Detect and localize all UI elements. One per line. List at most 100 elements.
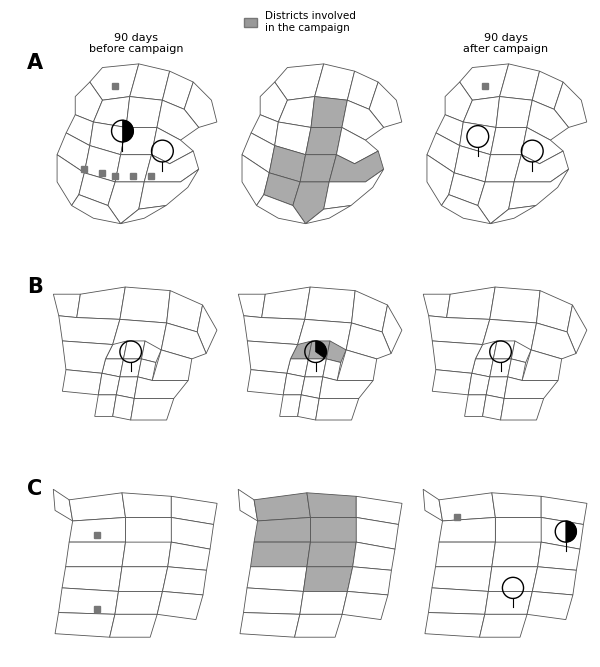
- Polygon shape: [118, 567, 168, 592]
- Polygon shape: [423, 294, 450, 317]
- Polygon shape: [275, 64, 324, 100]
- Polygon shape: [527, 592, 573, 620]
- Text: C: C: [27, 479, 42, 499]
- Polygon shape: [329, 151, 383, 182]
- Polygon shape: [244, 315, 305, 345]
- Wedge shape: [316, 341, 326, 358]
- Polygon shape: [139, 169, 199, 209]
- Polygon shape: [307, 493, 356, 518]
- Polygon shape: [106, 341, 127, 359]
- Polygon shape: [269, 145, 305, 182]
- Polygon shape: [254, 493, 310, 521]
- Polygon shape: [554, 82, 587, 127]
- Polygon shape: [113, 395, 134, 420]
- Polygon shape: [536, 291, 572, 332]
- Polygon shape: [454, 145, 491, 182]
- Polygon shape: [468, 374, 490, 395]
- Polygon shape: [79, 173, 115, 205]
- Polygon shape: [439, 493, 496, 521]
- Polygon shape: [298, 395, 319, 420]
- Polygon shape: [298, 319, 352, 350]
- Polygon shape: [532, 567, 577, 595]
- Polygon shape: [110, 614, 157, 637]
- Polygon shape: [247, 341, 298, 374]
- Polygon shape: [423, 490, 443, 521]
- Polygon shape: [287, 359, 308, 377]
- Polygon shape: [171, 518, 214, 549]
- Polygon shape: [57, 133, 90, 173]
- Polygon shape: [120, 287, 170, 323]
- Polygon shape: [460, 122, 496, 155]
- Polygon shape: [356, 518, 398, 549]
- Polygon shape: [531, 323, 576, 359]
- Polygon shape: [77, 287, 125, 319]
- Polygon shape: [59, 588, 118, 614]
- Polygon shape: [275, 122, 311, 155]
- Polygon shape: [460, 64, 509, 100]
- Polygon shape: [115, 155, 151, 182]
- Polygon shape: [482, 395, 504, 420]
- Polygon shape: [113, 319, 167, 350]
- Polygon shape: [300, 592, 347, 614]
- Polygon shape: [346, 323, 391, 359]
- Polygon shape: [490, 287, 540, 323]
- Polygon shape: [69, 518, 125, 542]
- Polygon shape: [168, 542, 210, 570]
- Polygon shape: [323, 359, 341, 380]
- Polygon shape: [108, 182, 144, 223]
- Polygon shape: [567, 305, 587, 354]
- Polygon shape: [130, 64, 170, 100]
- Polygon shape: [295, 614, 342, 637]
- Polygon shape: [493, 341, 515, 359]
- Polygon shape: [247, 567, 307, 592]
- Polygon shape: [124, 341, 145, 359]
- Polygon shape: [293, 182, 329, 223]
- Polygon shape: [300, 155, 337, 182]
- Polygon shape: [490, 359, 511, 377]
- Polygon shape: [305, 127, 342, 155]
- Polygon shape: [485, 592, 532, 614]
- Polygon shape: [508, 359, 526, 380]
- Polygon shape: [486, 377, 508, 398]
- Polygon shape: [446, 287, 495, 319]
- Polygon shape: [488, 567, 538, 592]
- Polygon shape: [66, 115, 94, 145]
- Polygon shape: [283, 374, 305, 395]
- Polygon shape: [120, 359, 142, 377]
- Polygon shape: [161, 323, 206, 359]
- Polygon shape: [532, 71, 563, 109]
- Polygon shape: [280, 395, 301, 416]
- Polygon shape: [464, 395, 486, 416]
- Polygon shape: [122, 493, 171, 518]
- Polygon shape: [353, 542, 395, 570]
- Polygon shape: [428, 588, 488, 614]
- Wedge shape: [122, 120, 133, 142]
- Polygon shape: [94, 97, 130, 127]
- Polygon shape: [197, 305, 217, 354]
- Polygon shape: [492, 493, 541, 518]
- Polygon shape: [184, 82, 217, 127]
- Polygon shape: [308, 341, 330, 359]
- Polygon shape: [439, 518, 496, 542]
- Polygon shape: [62, 567, 122, 592]
- Polygon shape: [463, 97, 500, 127]
- Polygon shape: [491, 205, 536, 223]
- Polygon shape: [59, 315, 120, 345]
- Polygon shape: [251, 542, 310, 567]
- Polygon shape: [262, 287, 310, 319]
- Polygon shape: [472, 359, 493, 377]
- Polygon shape: [102, 359, 124, 377]
- Polygon shape: [445, 82, 472, 122]
- Polygon shape: [55, 612, 115, 637]
- Polygon shape: [244, 588, 304, 614]
- Polygon shape: [53, 294, 80, 317]
- Polygon shape: [382, 305, 402, 354]
- Text: B: B: [27, 277, 43, 297]
- Polygon shape: [428, 315, 490, 345]
- Polygon shape: [151, 127, 193, 164]
- Polygon shape: [514, 151, 569, 182]
- Polygon shape: [138, 359, 156, 380]
- Polygon shape: [492, 542, 541, 567]
- Polygon shape: [95, 395, 116, 416]
- Polygon shape: [305, 205, 351, 223]
